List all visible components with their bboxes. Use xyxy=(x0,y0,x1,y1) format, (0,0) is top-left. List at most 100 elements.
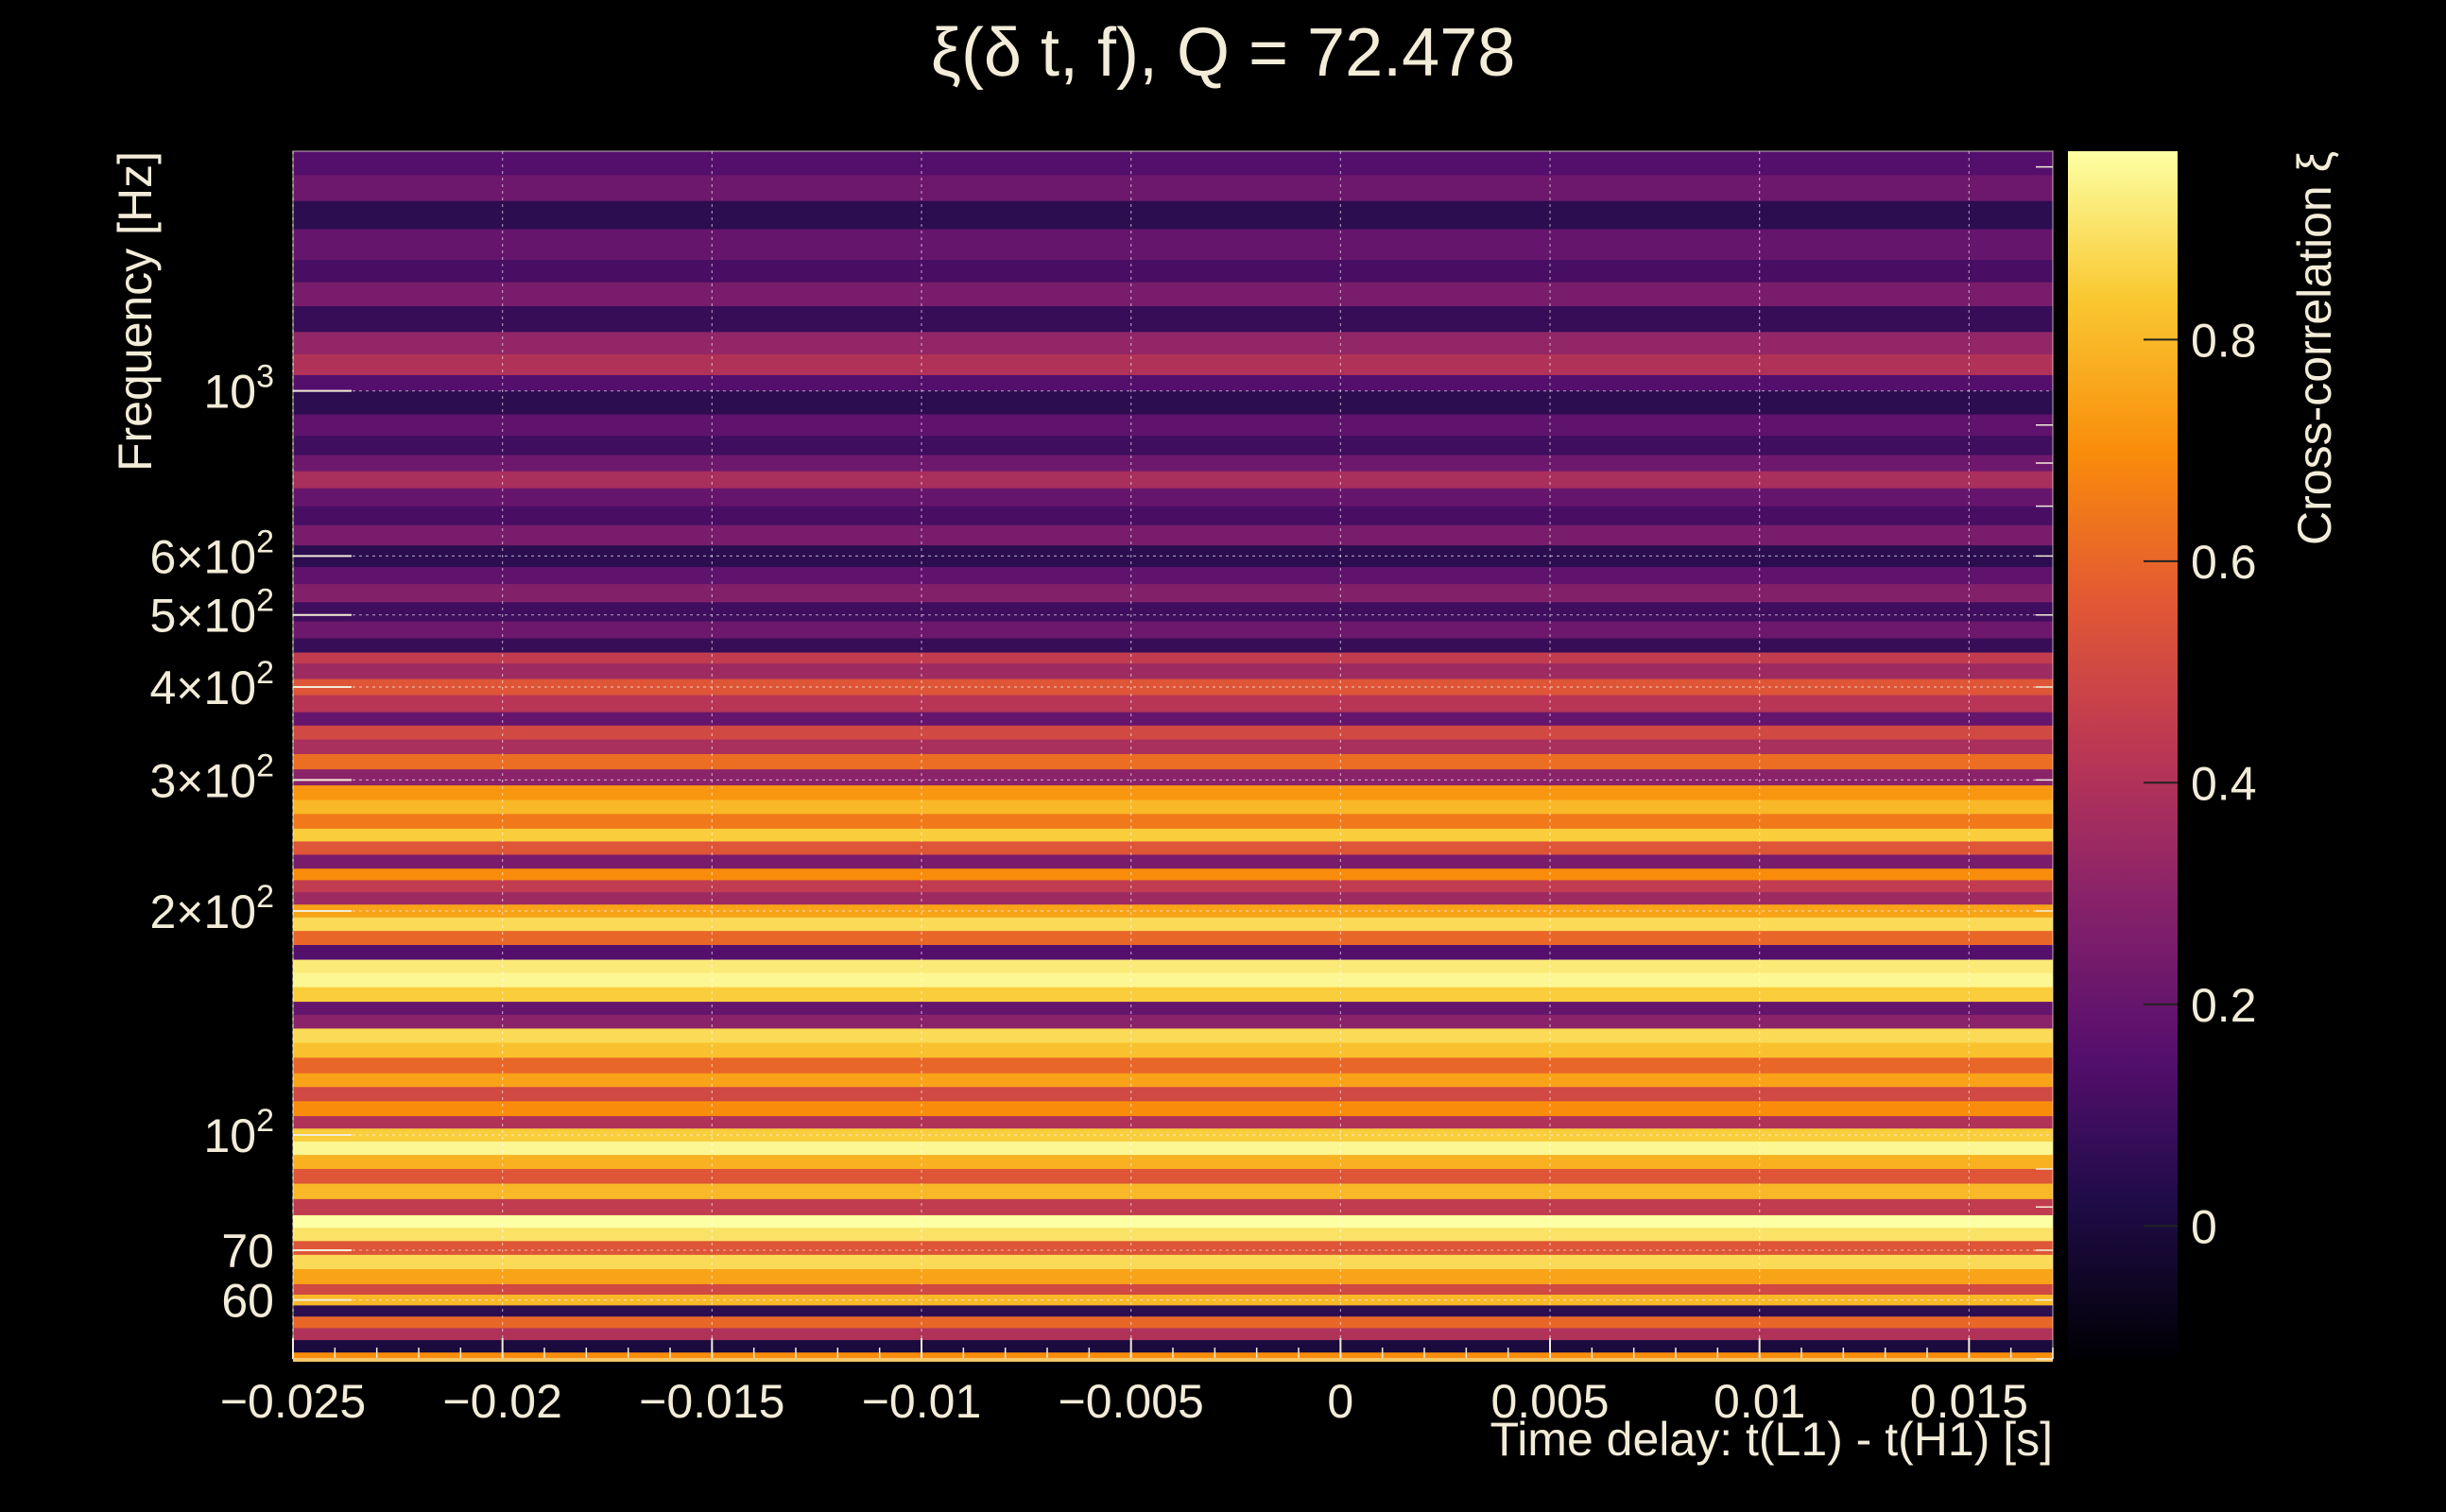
heatmap-band xyxy=(293,1014,2053,1029)
heatmap-band xyxy=(293,931,2053,946)
heatmap-band xyxy=(293,1183,2053,1200)
heatmap-band xyxy=(293,151,2053,176)
colorbar-tick-label: 0 xyxy=(2191,1200,2217,1253)
heatmap-band xyxy=(293,390,2053,416)
heatmap-band xyxy=(293,725,2053,741)
heatmap-band xyxy=(293,1241,2053,1256)
heatmap-band xyxy=(293,282,2053,307)
x-tick-label: −0.015 xyxy=(639,1375,784,1428)
y-tick-label: 6×102 xyxy=(149,524,274,583)
x-tick-label: −0.01 xyxy=(862,1375,982,1428)
heatmap-band xyxy=(293,959,2053,974)
heatmap-band xyxy=(293,1042,2053,1058)
heatmap-band xyxy=(293,305,2053,333)
heatmap-band xyxy=(293,1269,2053,1285)
heatmap-band xyxy=(293,1340,2053,1353)
heatmap-band xyxy=(293,584,2053,603)
x-tick-label: −0.025 xyxy=(220,1375,366,1428)
heatmap xyxy=(293,151,2053,1360)
heatmap-band xyxy=(293,753,2053,770)
heatmap-band xyxy=(293,1254,2053,1270)
heatmap-band xyxy=(293,455,2053,472)
heatmap-band xyxy=(293,1328,2053,1341)
x-tick-label: −0.005 xyxy=(1059,1375,1204,1428)
heatmap-band xyxy=(293,828,2053,843)
heatmap-band xyxy=(293,712,2053,727)
heatmap-band xyxy=(293,868,2053,882)
heatmap-band xyxy=(293,506,2053,526)
y-tick-label: 70 xyxy=(221,1225,274,1278)
heatmap-band xyxy=(293,1198,2053,1216)
heatmap-band xyxy=(293,621,2053,640)
heatmap-band xyxy=(293,602,2053,623)
colorbar-tick-label: 0.4 xyxy=(2191,757,2257,810)
heatmap-band xyxy=(293,638,2053,654)
grid xyxy=(292,151,2053,1359)
heatmap-band xyxy=(293,375,2053,392)
heatmap-band xyxy=(293,1087,2053,1102)
x-tick-label: 0 xyxy=(1327,1375,1353,1428)
heatmap-band xyxy=(293,1155,2053,1170)
heatmap-band xyxy=(293,175,2053,202)
heatmap-band xyxy=(293,945,2053,961)
heatmap-band xyxy=(293,917,2053,932)
heatmap-band xyxy=(293,471,2053,490)
x-axis-label: Time delay: t(L1) - t(H1) [s] xyxy=(1490,1413,2053,1466)
heatmap-band xyxy=(293,1305,2053,1317)
heatmap-band xyxy=(293,260,2053,284)
heatmap-band xyxy=(293,663,2053,680)
heatmap-band xyxy=(293,841,2053,856)
colorbar-axis: 0 0.2 0.4 0.6 0.8 xyxy=(2144,314,2257,1253)
heatmap-band xyxy=(293,488,2053,507)
heatmap-band xyxy=(293,892,2053,905)
heatmap-band xyxy=(293,1316,2053,1330)
heatmap-band xyxy=(293,880,2053,893)
heatmap-band xyxy=(293,785,2053,801)
y-tick-label: 3×102 xyxy=(149,747,274,807)
chart-title: ξ(δ t, f), Q = 72.478 xyxy=(931,15,1516,91)
heatmap-band xyxy=(293,353,2053,376)
heatmap-band xyxy=(293,1214,2053,1228)
heatmap-band xyxy=(293,695,2053,713)
heatmap-band xyxy=(293,652,2053,664)
colorbar-tick-label: 0.8 xyxy=(2191,314,2257,367)
x-tick-label: −0.02 xyxy=(442,1375,562,1428)
heatmap-band xyxy=(293,769,2053,786)
heatmap-band xyxy=(293,1228,2053,1242)
colorbar-label: Cross-correlation ξ xyxy=(2288,151,2341,545)
heatmap-band xyxy=(293,566,2053,585)
heatmap-band xyxy=(293,987,2053,1003)
heatmap-band xyxy=(293,1101,2053,1117)
heatmap-band xyxy=(293,524,2053,546)
heatmap-band xyxy=(293,972,2053,988)
heatmap-band xyxy=(293,814,2053,830)
x-tick-label: 0.015 xyxy=(1910,1375,2028,1428)
heatmap-band xyxy=(293,436,2053,456)
heatmap-band xyxy=(293,1002,2053,1016)
heatmap-band xyxy=(293,1169,2053,1185)
x-tick-label: 0.005 xyxy=(1490,1375,1609,1428)
x-axis: −0.025 −0.02 −0.015 −0.01 −0.005 0 0.005 0.01 0.… xyxy=(220,1338,2054,1428)
heatmap-band xyxy=(293,1116,2053,1129)
heatmap-band xyxy=(293,229,2053,261)
heatmap-band xyxy=(293,332,2053,355)
y-tick-label: 60 xyxy=(221,1275,274,1328)
y-tick-label: 4×102 xyxy=(149,655,274,714)
heatmap-band xyxy=(293,799,2053,815)
heatmap-band xyxy=(293,1073,2053,1088)
y-tick-label: 5×102 xyxy=(149,583,274,643)
y-axis-label: Frequency [Hz] xyxy=(109,151,162,472)
heatmap-band xyxy=(293,1028,2053,1044)
y-tick-label: 102 xyxy=(203,1103,274,1162)
heatmap-band xyxy=(293,414,2053,437)
heatmap-band xyxy=(293,200,2053,231)
colorbar-tick-label: 0.2 xyxy=(2191,979,2257,1032)
heatmap-band xyxy=(293,1057,2053,1074)
colorbar xyxy=(2068,151,2178,1359)
x-tick-label: 0.01 xyxy=(1714,1375,1805,1428)
y-tick-label: 103 xyxy=(203,359,274,419)
colorbar-tick-label: 0.6 xyxy=(2191,536,2257,589)
heatmap-band xyxy=(293,739,2053,755)
